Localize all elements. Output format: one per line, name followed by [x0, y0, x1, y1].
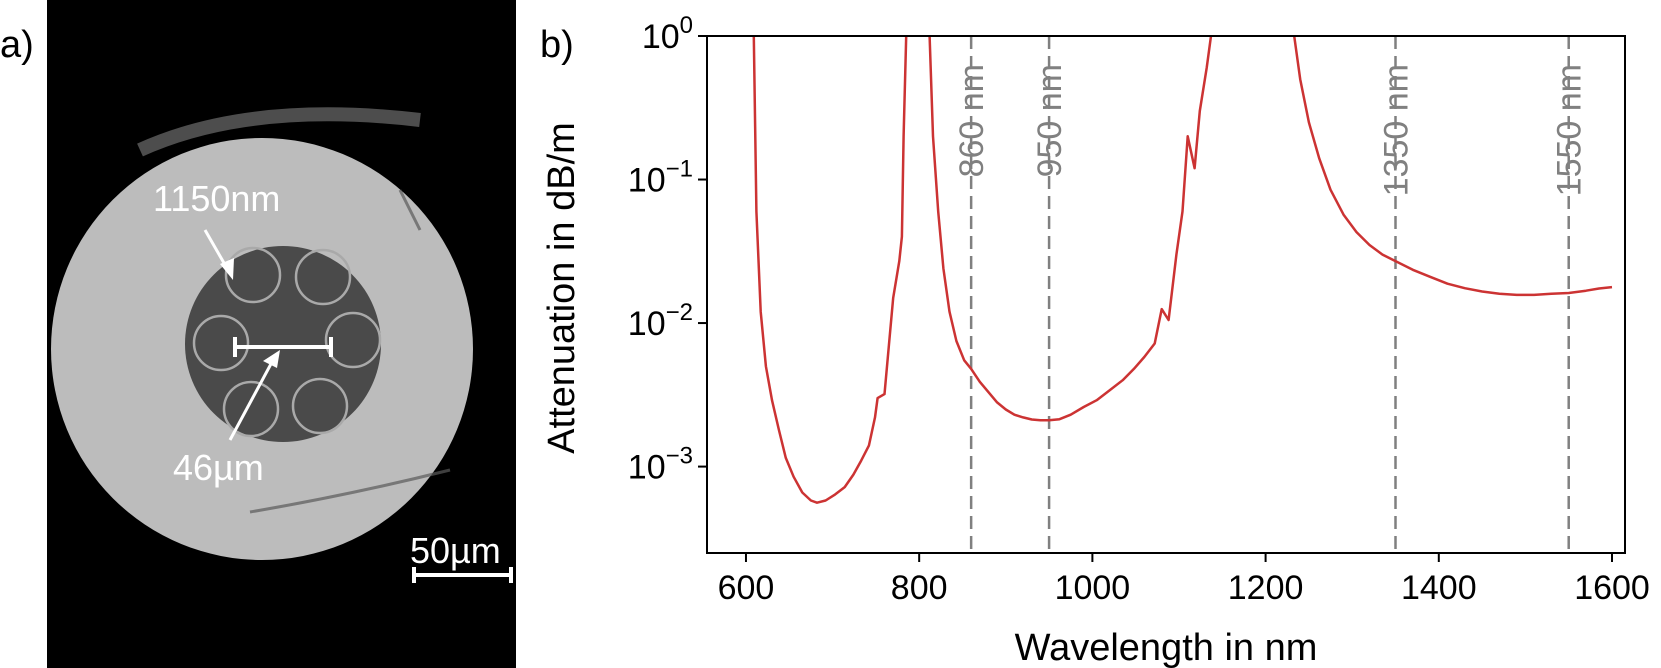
arrow-core-head: [263, 350, 280, 368]
y-tick-base: 10: [628, 449, 666, 487]
cladding-scratch-2: [398, 189, 422, 231]
arrow-core: [228, 361, 274, 441]
reference-lines: [969, 36, 1570, 553]
x-axis-label: Wavelength in nm: [1015, 627, 1318, 668]
x-tick-label: 1000: [1055, 569, 1131, 607]
x-tick-label: 800: [891, 569, 948, 607]
x-tick-label: 1200: [1228, 569, 1304, 607]
panel-b: b) 860 nm 950 nm 1350 nm 1550 nm 600 800 1000…: [540, 12, 1650, 668]
y-tick-base: 10: [628, 162, 666, 200]
reference-line-label: 860 nm: [953, 64, 991, 177]
y-tick-label: 10−3: [628, 443, 693, 487]
y-tick-label: 100: [642, 12, 693, 56]
y-tick-label: 10−2: [628, 299, 693, 343]
capillary-tube: [224, 246, 282, 304]
capillary-tube: [291, 377, 349, 435]
capillary-tube: [222, 380, 280, 438]
scale-bar: [412, 567, 513, 583]
reference-line-label: 950 nm: [1031, 64, 1069, 177]
arrow-tube-head: [220, 258, 234, 280]
capillary-tubes: [192, 246, 382, 438]
plot-frame: [706, 35, 1626, 554]
attenuation-curve: [752, 36, 908, 504]
cladding-scratch: [249, 468, 451, 514]
y-tick-label: 10−1: [628, 156, 693, 200]
x-tick-label: 1400: [1401, 569, 1477, 607]
panel-a-label: a): [0, 24, 34, 66]
panel-b-label: b): [540, 24, 574, 66]
core-diameter-label: 46µm: [173, 447, 264, 488]
core-diameter-marker: [233, 337, 333, 357]
x-tick-label: 600: [718, 569, 775, 607]
y-tick-exponent: −3: [666, 443, 693, 470]
capillary-tube: [324, 311, 382, 369]
y-tick-base: 10: [642, 18, 680, 56]
reference-line-labels: 860 nm 950 nm 1350 nm 1550 nm: [953, 64, 1589, 196]
attenuation-curve: [1292, 36, 1613, 297]
capillary-tube: [192, 314, 250, 372]
attenuation-curve: [928, 36, 1213, 422]
tube-diameter-label: 1150nm: [153, 178, 280, 219]
x-axis-ticks: 600 800 1000 1200 1400 1600: [718, 553, 1650, 607]
y-tick-exponent: −1: [666, 156, 693, 183]
panel-a: a) 1150nm 46µm 50µm: [0, 0, 516, 668]
x-tick-label: 1600: [1574, 569, 1650, 607]
capillary-tube: [294, 248, 352, 306]
fiber-core: [185, 246, 381, 442]
cladding-smudge: [137, 107, 421, 157]
reference-line-label: 1350 nm: [1378, 64, 1416, 196]
scale-bar-label: 50µm: [410, 530, 501, 571]
attenuation-curves: [752, 36, 1613, 504]
y-axis-label: Attenuation in dB/m: [541, 122, 583, 454]
annotation-arrows: [203, 229, 280, 441]
y-tick-exponent: −2: [666, 299, 693, 326]
y-tick-exponent: 0: [680, 12, 693, 39]
reference-line-label: 1550 nm: [1551, 64, 1589, 196]
y-tick-base: 10: [628, 305, 666, 343]
